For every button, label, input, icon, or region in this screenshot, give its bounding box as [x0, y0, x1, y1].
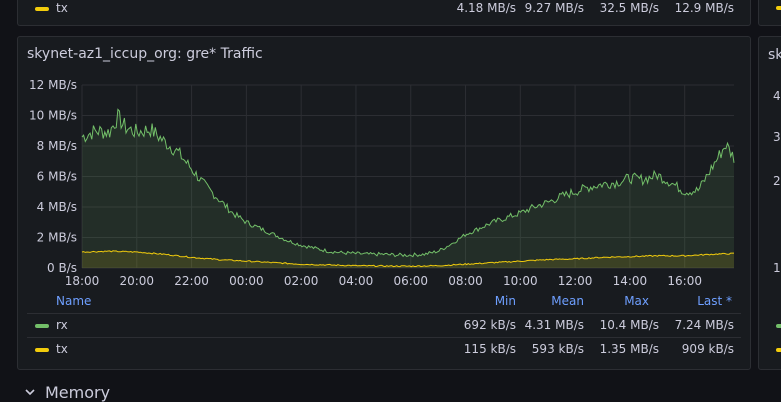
panel-title[interactable]: skynet-az1_iccup_org: gre* Traffic: [27, 46, 263, 62]
chart-series: [81, 108, 735, 269]
x-tick-label: 18:00: [65, 274, 100, 288]
x-tick-label: 04:00: [339, 274, 374, 288]
series-line-rx: [81, 108, 735, 258]
legend-header-last[interactable]: Last *: [697, 294, 732, 308]
legend-row-rx-name[interactable]: rx: [56, 318, 68, 332]
series-line-tx: [81, 250, 734, 268]
adjacent-y-tick: 1: [773, 261, 781, 275]
legend-header-mean[interactable]: Mean: [551, 294, 584, 308]
adjacent-y-tick: 2: [773, 174, 781, 188]
x-tick-label: 00:00: [229, 274, 264, 288]
legend-row-tx-name[interactable]: tx: [56, 342, 68, 356]
legend-min: 4.18 MB/s: [456, 1, 516, 15]
section-title-memory[interactable]: Memory: [45, 383, 111, 402]
x-tick-label: 08:00: [448, 274, 483, 288]
tx-swatch: [35, 348, 49, 352]
legend-row-rx-mean: 4.31 MB/s: [524, 318, 584, 332]
legend-mean: 9.27 MB/s: [524, 1, 584, 15]
x-tick-label: 14:00: [613, 274, 648, 288]
rx-swatch: [35, 324, 49, 328]
y-tick-label: 10 MB/s: [29, 109, 77, 123]
x-tick-label: 06:00: [393, 274, 428, 288]
y-tick-label: 6 MB/s: [37, 170, 77, 184]
rx-swatch-right: [776, 324, 781, 328]
legend-row-tx[interactable]: tx 4.18 MB/s 9.27 MB/s 32.5 MB/s 12.9 MB…: [18, 1, 750, 17]
y-tick-label: 2 MB/s: [37, 231, 77, 245]
legend-row-tx-last: 909 kB/s: [681, 342, 734, 356]
adjacent-y-tick: 4: [773, 89, 781, 103]
series-area-rx: [82, 109, 734, 269]
x-tick-label: 10:00: [503, 274, 538, 288]
legend-header-max[interactable]: Max: [624, 294, 649, 308]
adjacent-y-tick: 3: [773, 130, 781, 144]
legend-row-tx-min: 115 kB/s: [463, 342, 516, 356]
traffic-panel[interactable]: skynet-az1_iccup_org: gre* Traffic 0 B/s…: [17, 36, 751, 370]
x-tick-label: 22:00: [174, 274, 209, 288]
legend-last: 12.9 MB/s: [674, 1, 734, 15]
legend-row-rx-min: 692 kB/s: [463, 318, 516, 332]
tx-swatch: [35, 7, 49, 11]
tx-swatch-right: [776, 6, 781, 10]
right-previous-panel: [758, 0, 781, 26]
x-tick-label: 12:00: [558, 274, 593, 288]
series-area-tx: [82, 250, 734, 268]
x-axis: 18:00 20:00 22:00 00:00 02:00 04:00 06:00 08:00…: [65, 274, 702, 288]
previous-panel: tx 4.18 MB/s 9.27 MB/s 32.5 MB/s 12.9 MB…: [17, 0, 751, 26]
y-axis: 0 B/s 2 MB/s 4 MB/s 6 MB/s 8 MB/s 10 MB/s 12 M…: [29, 78, 77, 275]
legend-divider: [27, 337, 741, 338]
adjacent-panel-title[interactable]: sk: [768, 47, 781, 63]
legend-row-rx-max: 10.4 MB/s: [599, 318, 659, 332]
legend-row-tx-max: 1.35 MB/s: [599, 342, 659, 356]
legend-header-name[interactable]: Name: [56, 294, 92, 308]
legend-divider: [27, 313, 741, 314]
adjacent-panel[interactable]: sk 4 3 2 1: [758, 36, 781, 370]
traffic-chart[interactable]: 0 B/s 2 MB/s 4 MB/s 6 MB/s 8 MB/s 10 MB/s 12 M…: [18, 37, 752, 297]
legend-max: 32.5 MB/s: [599, 1, 659, 15]
y-tick-label: 0 B/s: [47, 261, 77, 275]
legend-name: tx: [56, 1, 68, 15]
legend-row-rx-last: 7.24 MB/s: [674, 318, 734, 332]
y-tick-label: 4 MB/s: [37, 200, 77, 214]
legend-row-tx-mean: 593 kB/s: [531, 342, 584, 356]
y-tick-label: 12 MB/s: [29, 78, 77, 92]
x-tick-label: 16:00: [667, 274, 702, 288]
x-tick-label: 02:00: [284, 274, 319, 288]
chevron-down-icon[interactable]: [24, 386, 36, 398]
y-tick-label: 8 MB/s: [37, 139, 77, 153]
legend-header-min[interactable]: Min: [494, 294, 516, 308]
x-tick-label: 20:00: [119, 274, 154, 288]
tx-swatch-right: [776, 348, 781, 352]
